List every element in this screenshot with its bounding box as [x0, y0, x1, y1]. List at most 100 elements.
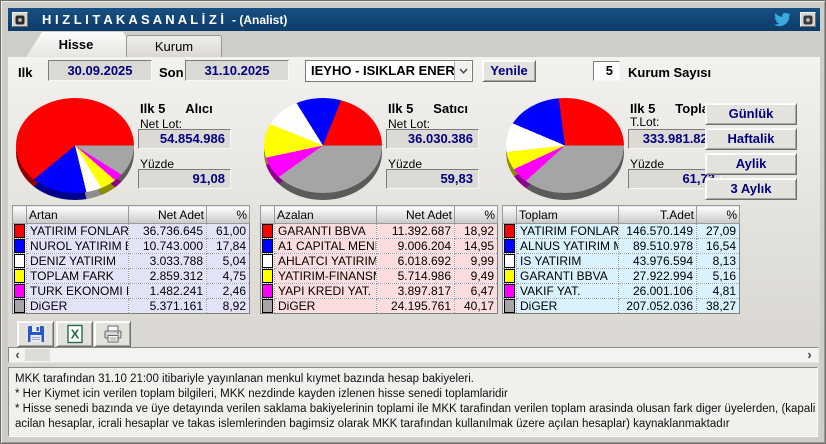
- end-date-field[interactable]: 31.10.2025: [185, 60, 289, 81]
- series-color-swatch: [14, 239, 25, 253]
- pie-face: [264, 98, 382, 193]
- table-row[interactable]: DiGER 5.371.161 8,92: [12, 298, 250, 314]
- window-menu-button[interactable]: [800, 12, 816, 27]
- pie-face: [506, 98, 624, 193]
- window-title: H I Z L I T A K A S A N A L İ Z İ: [42, 12, 224, 27]
- series-color-swatch: [504, 239, 515, 253]
- series-color-swatch: [14, 299, 25, 313]
- table-row[interactable]: VAKIF YAT. 26.001.106 4,81: [502, 283, 740, 299]
- column-header[interactable]: Net Adet: [128, 205, 207, 224]
- client-area: Ilk 30.09.2025 Son 31.10.2025 IEYHO - IS…: [8, 57, 820, 438]
- table-row[interactable]: GARANTI BBVA 11.392.687 18,92: [260, 223, 498, 239]
- totals-pie-chart: [506, 98, 624, 200]
- side-label: Satıcı: [433, 101, 468, 116]
- scroll-left-arrow[interactable]: ‹: [15, 347, 20, 362]
- window-menu-glyph: [803, 15, 813, 24]
- net-lot-value: 54.854.986: [138, 129, 231, 149]
- column-header[interactable]: %: [454, 205, 498, 224]
- symbol-select-value: IEYHO - ISIKLAR ENERJI: [311, 63, 466, 78]
- column-header[interactable]: Toplam: [516, 205, 619, 224]
- table-row[interactable]: YATIRIM FONLARI 36.736.645 61,00: [12, 223, 250, 239]
- app-icon-glyph: [15, 15, 25, 24]
- series-color-swatch: [504, 254, 515, 268]
- tab-kurum[interactable]: Kurum: [126, 35, 222, 57]
- chevron-down-icon[interactable]: [454, 62, 471, 80]
- series-color-swatch: [262, 284, 273, 298]
- percent-value: 59,83: [386, 169, 479, 189]
- refresh-button[interactable]: Yenile: [482, 60, 536, 82]
- period-weekly-button[interactable]: Haftalik: [705, 128, 797, 150]
- rank-label: Ilk 5: [630, 101, 656, 116]
- column-header[interactable]: Net Adet: [376, 205, 455, 224]
- totals-table[interactable]: Toplam T.Adet% YATIRIM FONLARI 146.570.149 2…: [502, 205, 740, 314]
- table-row[interactable]: AHLATCI YATIRIM 6.018.692 9,99: [260, 253, 498, 269]
- save-button[interactable]: [17, 321, 54, 347]
- table-row[interactable]: NUROL YATIRIM B 10.743.000 17,84: [12, 238, 250, 254]
- column-header[interactable]: T.Adet: [618, 205, 697, 224]
- period-monthly-button[interactable]: Aylik: [705, 153, 797, 175]
- scrollbar-thumb[interactable]: [25, 349, 50, 361]
- column-header[interactable]: %: [206, 205, 250, 224]
- table-row[interactable]: TOPLAM FARK 2.859.312 4,75: [12, 268, 250, 284]
- series-color-swatch: [14, 269, 25, 283]
- rank-label: Ilk 5: [388, 101, 414, 116]
- panel-caption: Ilk 5 Satıcı: [388, 101, 468, 116]
- buyers-table[interactable]: Artan Net Adet% YATIRIM FONLARI 36.736.645 6…: [12, 205, 250, 314]
- firm-count-label: Kurum Sayısı: [628, 65, 712, 80]
- period-daily-button[interactable]: Günlük: [705, 103, 797, 125]
- panel-caption: Ilk 5 Alıcı: [140, 101, 213, 116]
- totals-panel: Ilk 5 Toplam T.Lot: 333.981.821 Yüzde 61,…: [500, 95, 746, 321]
- horizontal-scrollbar[interactable]: ‹ ›: [8, 347, 819, 363]
- sellers-pie-chart: [264, 98, 382, 200]
- table-row[interactable]: A1 CAPITAL MENK 9.006.204 14,95: [260, 238, 498, 254]
- table-row[interactable]: YAPI KREDI YAT. 3.897.817 6,47: [260, 283, 498, 299]
- tab-hisse[interactable]: Hisse: [26, 32, 126, 57]
- sellers-table[interactable]: Azalan Net Adet% GARANTI BBVA 11.392.687 18,…: [260, 205, 498, 314]
- symbol-select[interactable]: IEYHO - ISIKLAR ENERJI: [305, 60, 473, 82]
- twitter-icon[interactable]: [774, 12, 794, 28]
- series-color-swatch: [262, 239, 273, 253]
- total-lot-value: 333.981.821: [628, 129, 721, 149]
- export-excel-button[interactable]: X: [56, 321, 93, 347]
- series-color-swatch: [262, 299, 273, 313]
- table-row[interactable]: GARANTI BBVA 27.922.994 5,16: [502, 268, 740, 284]
- print-button[interactable]: [94, 321, 131, 347]
- tab-bar: Hisse Kurum: [8, 31, 820, 57]
- scroll-right-arrow[interactable]: ›: [807, 347, 812, 362]
- series-color-swatch: [14, 254, 25, 268]
- footer-note-line: acilan hesaplar, icrali hesaplar ve taka…: [15, 418, 730, 430]
- series-color-swatch: [262, 254, 273, 268]
- table-row[interactable]: DiGER 24.195.761 40,17: [260, 298, 498, 314]
- table-row[interactable]: DiGER 207.052.036 38,27: [502, 298, 740, 314]
- firm-count-input[interactable]: 5: [593, 61, 620, 81]
- series-color-swatch: [504, 299, 515, 313]
- titlebar: H I Z L I T A K A S A N A L İ Z İ - (Ana…: [8, 8, 820, 31]
- percent-label: Yüzde: [630, 157, 665, 171]
- end-date-label: Son: [159, 65, 184, 80]
- app-icon[interactable]: [12, 12, 28, 27]
- table-row[interactable]: YATIRIM FONLARI 146.570.149 27,09: [502, 223, 740, 239]
- table-row[interactable]: IS YATIRIM 43.976.594 8,13: [502, 253, 740, 269]
- series-color-swatch: [504, 224, 515, 238]
- column-header[interactable]: Azalan: [274, 205, 377, 224]
- column-header[interactable]: %: [696, 205, 740, 224]
- excel-icon: X: [66, 324, 83, 344]
- buyers-panel: Ilk 5 Alıcı Net Lot: 54.854.986 Yüzde 91,…: [10, 95, 256, 321]
- series-color-swatch: [504, 269, 515, 283]
- period-3monthly-button[interactable]: 3 Aylık: [705, 178, 797, 200]
- side-label: Alıcı: [185, 101, 213, 116]
- series-color-swatch: [504, 284, 515, 298]
- window-subtitle: - (Analist): [232, 12, 288, 27]
- table-row[interactable]: DENIZ YATIRIM 3.033.788 5,04: [12, 253, 250, 269]
- net-lot-label: Net Lot:: [140, 117, 183, 131]
- start-date-field[interactable]: 30.09.2025: [48, 60, 152, 81]
- buyers-pie-chart: [16, 98, 134, 200]
- column-header[interactable]: Artan: [26, 205, 129, 224]
- net-lot-label: Net Lot:: [388, 117, 431, 131]
- sellers-panel: Ilk 5 Satıcı Net Lot: 36.030.386 Yüzde 59…: [258, 95, 504, 321]
- footer-notes: MKK tarafından 31.10 21:00 itibariyle ya…: [8, 367, 818, 437]
- table-row[interactable]: YATIRIM-FINANSM 5.714.986 9,49: [260, 268, 498, 284]
